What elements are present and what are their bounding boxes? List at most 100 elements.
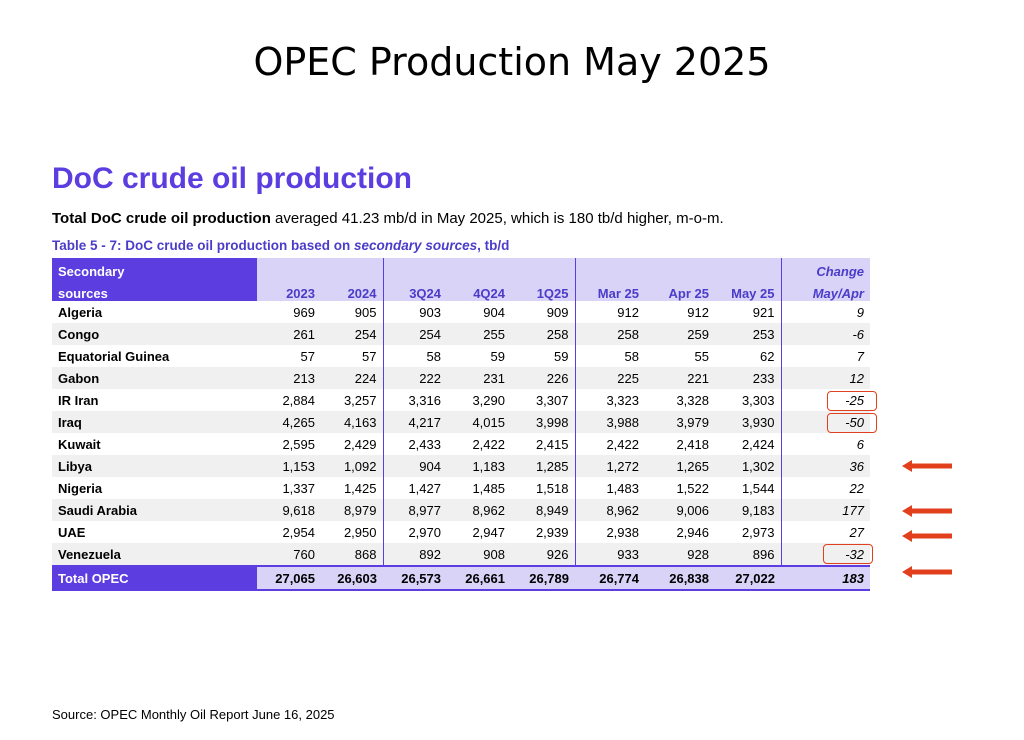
- table-row: Algeria 969 905 903 904 909 912 912 921 9: [52, 301, 870, 323]
- value-cell: 57: [321, 345, 384, 367]
- value-cell: 4,015: [447, 411, 511, 433]
- value-cell: 760: [257, 543, 321, 566]
- value-cell: 222: [383, 367, 447, 389]
- value-cell: 3,257: [321, 389, 384, 411]
- country-name: Congo: [52, 323, 257, 345]
- table-row: Nigeria 1,337 1,425 1,427 1,485 1,518 1,483 1,5…: [52, 477, 870, 499]
- value-cell: 969: [257, 301, 321, 323]
- value-cell: 3,307: [511, 389, 576, 411]
- value-cell: 8,962: [575, 499, 645, 521]
- highlight-box-iraq: [827, 413, 877, 433]
- total-cell: 26,603: [321, 565, 383, 591]
- source-note: Source: OPEC Monthly Oil Report June 16,…: [52, 707, 335, 722]
- caption-italic: secondary sources: [354, 238, 478, 253]
- value-cell: 4,265: [257, 411, 321, 433]
- value-cell: 62: [715, 345, 782, 367]
- change-cell: 22: [781, 477, 870, 499]
- value-cell: 213: [257, 367, 321, 389]
- value-cell: 2,422: [447, 433, 511, 455]
- value-cell: 1,518: [511, 477, 576, 499]
- table-row: IR Iran 2,884 3,257 3,316 3,290 3,307 3,323 3,3…: [52, 389, 870, 411]
- change-cell: -25: [781, 389, 870, 411]
- slide-title: OPEC Production May 2025: [253, 40, 771, 84]
- value-cell: 258: [511, 323, 576, 345]
- change-cell: -6: [781, 323, 870, 345]
- header-label-line1: Secondary: [52, 258, 257, 279]
- table-row: Gabon 213 224 222 231 226 225 221 233 12: [52, 367, 870, 389]
- value-cell: 1,183: [447, 455, 511, 477]
- total-cell: 26,774: [575, 565, 645, 591]
- table-caption: Table 5 - 7: DoC crude oil production ba…: [52, 238, 509, 253]
- value-cell: 2,939: [511, 521, 576, 543]
- value-cell: 921: [715, 301, 782, 323]
- value-cell: 55: [645, 345, 715, 367]
- arrow-left-icon-saudi: [902, 505, 952, 517]
- value-cell: 1,302: [715, 455, 782, 477]
- value-cell: 905: [321, 301, 384, 323]
- value-cell: 225: [575, 367, 645, 389]
- table-row: Saudi Arabia 9,618 8,979 8,977 8,962 8,949 8,9…: [52, 499, 870, 521]
- highlight-box-venezuela: [823, 544, 873, 564]
- value-cell: 255: [447, 323, 511, 345]
- total-cell: 26,789: [511, 565, 575, 591]
- arrow-left-icon-libya: [902, 460, 952, 472]
- value-cell: 254: [321, 323, 384, 345]
- value-cell: 2,415: [511, 433, 576, 455]
- value-cell: 3,328: [645, 389, 715, 411]
- value-cell: 233: [715, 367, 782, 389]
- value-cell: 58: [383, 345, 447, 367]
- value-cell: 903: [383, 301, 447, 323]
- value-cell: 221: [645, 367, 715, 389]
- header-row-1: Secondary Change: [52, 258, 870, 279]
- change-header-line2: May/Apr: [781, 279, 870, 301]
- value-cell: 1,153: [257, 455, 321, 477]
- total-row: Total OPEC 27,065 26,603 26,573 26,661 2…: [52, 565, 870, 591]
- value-cell: 226: [511, 367, 576, 389]
- value-cell: 259: [645, 323, 715, 345]
- change-cell: -50: [781, 411, 870, 433]
- country-name: Venezuela: [52, 543, 257, 566]
- value-cell: 59: [447, 345, 511, 367]
- value-cell: 1,522: [645, 477, 715, 499]
- value-cell: 1,485: [447, 477, 511, 499]
- value-cell: 261: [257, 323, 321, 345]
- value-cell: 57: [257, 345, 321, 367]
- value-cell: 8,979: [321, 499, 384, 521]
- value-cell: 8,977: [383, 499, 447, 521]
- value-cell: 1,483: [575, 477, 645, 499]
- value-cell: 3,998: [511, 411, 576, 433]
- country-name: UAE: [52, 521, 257, 543]
- value-cell: 3,979: [645, 411, 715, 433]
- value-cell: 2,946: [645, 521, 715, 543]
- column-header: 2023: [257, 279, 321, 301]
- column-header: 4Q24: [447, 279, 511, 301]
- value-cell: 59: [511, 345, 576, 367]
- value-cell: 2,595: [257, 433, 321, 455]
- total-cell: 27,022: [715, 565, 781, 591]
- value-cell: 9,006: [645, 499, 715, 521]
- country-name: Kuwait: [52, 433, 257, 455]
- value-cell: 1,265: [645, 455, 715, 477]
- total-cell: 27,065: [257, 565, 321, 591]
- column-header: 3Q24: [383, 279, 447, 301]
- total-change: 183: [781, 565, 870, 591]
- value-cell: 4,217: [383, 411, 447, 433]
- column-header: 1Q25: [511, 279, 576, 301]
- value-cell: 9,183: [715, 499, 782, 521]
- country-name: Libya: [52, 455, 257, 477]
- caption-prefix: Table 5 - 7: DoC crude oil production ba…: [52, 238, 355, 253]
- value-cell: 2,970: [383, 521, 447, 543]
- table-row: Equatorial Guinea 57 57 58 59 59 58 55 62 7: [52, 345, 870, 367]
- value-cell: 231: [447, 367, 511, 389]
- value-cell: 8,962: [447, 499, 511, 521]
- value-cell: 2,418: [645, 433, 715, 455]
- value-cell: 3,303: [715, 389, 782, 411]
- value-cell: 909: [511, 301, 576, 323]
- value-cell: 912: [645, 301, 715, 323]
- value-cell: 2,947: [447, 521, 511, 543]
- summary-text: Total DoC crude oil production averaged …: [52, 210, 724, 227]
- table-row: Libya 1,153 1,092 904 1,183 1,285 1,272 1,265 1,…: [52, 455, 870, 477]
- column-header: Apr 25: [645, 279, 715, 301]
- change-cell: 6: [781, 433, 870, 455]
- value-cell: 904: [447, 301, 511, 323]
